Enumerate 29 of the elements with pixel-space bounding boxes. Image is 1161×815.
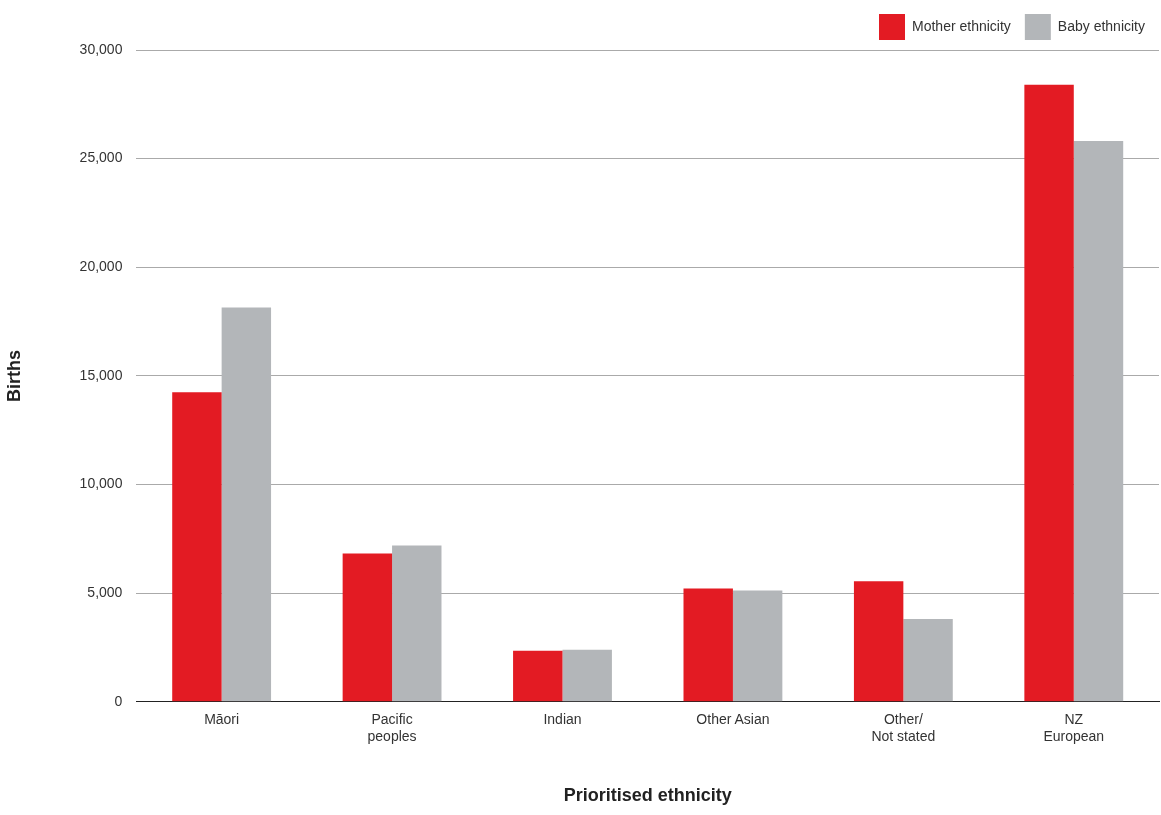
y-tick-label: 30,000 (79, 40, 123, 57)
x-tick-label: NZ European (1043, 711, 1105, 744)
x-tick-label: Māori (204, 711, 240, 728)
bar (732, 590, 783, 702)
bar (562, 649, 612, 702)
y-tick-label: 0 (114, 692, 123, 709)
y-tick-label: 25,000 (79, 149, 123, 166)
x-tick-label: Other/ Not stated (871, 711, 936, 744)
legend-label: Baby ethnicity (1057, 17, 1146, 34)
bar (392, 545, 442, 702)
bar (853, 581, 904, 702)
bar (903, 619, 953, 702)
legend-label: Mother ethnicity (912, 17, 1011, 34)
bar (1024, 84, 1074, 702)
y-tick-label: 20,000 (79, 258, 123, 275)
x-tick-label: Indian (543, 711, 582, 728)
y-tick-label: 10,000 (79, 475, 123, 492)
x-tick-label: Other Asian (696, 711, 770, 728)
y-tick-label: 5,000 (87, 584, 123, 601)
bar (342, 553, 393, 702)
y-axis-title: Births (3, 349, 24, 402)
x-tick-label: Pacific peoples (367, 711, 417, 744)
bar (221, 307, 272, 702)
bar (1073, 141, 1124, 702)
bar (172, 392, 222, 702)
y-tick-label: 15,000 (79, 366, 123, 383)
bar (513, 650, 563, 702)
bar (683, 588, 733, 702)
x-axis-title: Prioritised ethnicity (563, 785, 732, 806)
